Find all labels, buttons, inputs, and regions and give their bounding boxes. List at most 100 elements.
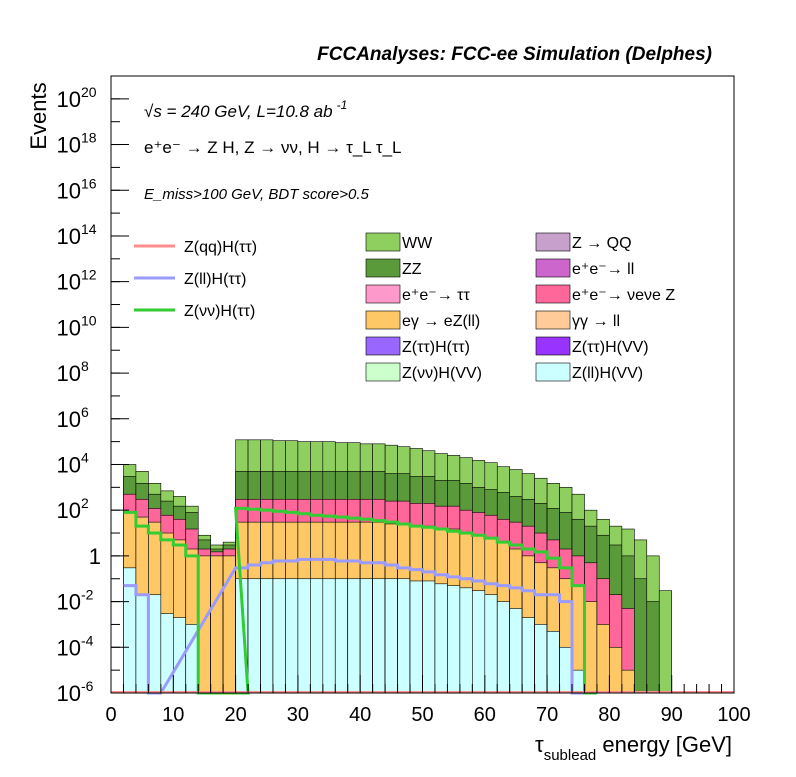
y-tick-label-10: 10: [57, 224, 81, 249]
legend-fill-swatch-7: [535, 310, 571, 330]
stack-bin-24-layer-4: [409, 580, 423, 694]
legend-fill-label-3: e⁺e⁻→ ll: [572, 261, 634, 278]
legend-fill-label-5: e⁺e⁻→ νeνe Z: [572, 287, 675, 304]
legend-fill-swatch-11: [535, 362, 571, 382]
legend-fill-swatch-0: [365, 232, 401, 252]
stack-bin-35-layer-4: [546, 631, 560, 694]
y-tick-exp-10: 14: [81, 221, 97, 237]
y-tick-label-12: 10: [57, 133, 81, 158]
y-tick-exp-1: -4: [81, 632, 94, 648]
stack-bin-29-layer-4: [472, 590, 486, 694]
y-tick-label-5: 10: [57, 452, 81, 477]
stack-bin-23-layer-4: [397, 578, 411, 694]
y-tick-label-2: 10: [57, 590, 81, 615]
stack-bin-15-layer-4: [297, 578, 311, 694]
chart-header: FCCAnalyses: FCC-ee Simulation (Delphes): [317, 44, 712, 65]
x-tick-label-7: 70: [536, 704, 558, 726]
stack-bin-26-layer-4: [434, 583, 448, 694]
legend-fill-label-6: eγ → eZ(ll): [402, 313, 480, 330]
stack-bin-12-layer-4: [260, 578, 274, 694]
y-tick-label-7: 10: [57, 361, 81, 386]
signal-zll-htautau: [123, 557, 585, 695]
annotation-block: √s = 240 GeV, L=10.8 ab -1 e⁺e⁻ → Z H, Z …: [144, 98, 401, 203]
x-tick-label-9: 90: [661, 704, 683, 726]
y-tick-exp-8: 10: [81, 312, 97, 328]
y-tick-label-6: 10: [57, 407, 81, 432]
legend-fill-swatch-9: [535, 336, 571, 356]
legend-signals: Z(qq)H(ττ) Z(ll)H(ττ) Z(νν)H(ττ): [134, 239, 257, 320]
x-tick-label-0: 0: [105, 704, 116, 726]
stack-bin-44-layer-0: [658, 590, 672, 694]
annotation-line2: e⁺e⁻ → Z H, Z → νν, H → τ_L τ_L: [144, 138, 401, 157]
stack-bin-31-layer-4: [496, 601, 511, 694]
y-tick-label-4: 10: [57, 498, 81, 523]
stack-bin-40-layer-3: [609, 646, 623, 694]
stack-bin-41-layer-3: [621, 669, 635, 694]
x-tick-label-5: 50: [411, 704, 433, 726]
legend-fill-label-10: Z(νν)H(VV): [402, 365, 482, 382]
stack-bin-18-layer-4: [334, 578, 349, 694]
y-tick-label-0: 10: [57, 681, 81, 706]
legend-line-label-1: Z(ll)H(ττ): [184, 271, 246, 288]
legend-fill-label-4: e⁺e⁻→ ττ: [402, 287, 470, 304]
stack-bin-38-layer-3: [584, 601, 598, 694]
stack-bin-13-layer-4: [272, 578, 286, 694]
stack-bin-32-layer-4: [509, 608, 523, 694]
y-tick-exp-6: 6: [81, 404, 89, 420]
x-axis: 0 10 20 30 40 50 60 70 80 90 100: [105, 675, 751, 726]
legend-fill-swatch-8: [365, 336, 401, 356]
y-tick-exp-2: -2: [81, 587, 94, 603]
stack-bin-20-layer-4: [359, 578, 373, 694]
legend-fill-label-11: Z(ll)H(VV): [572, 365, 643, 382]
legend-fill-swatch-1: [535, 232, 571, 252]
legend-fill-label-7: γγ → ll: [572, 313, 620, 330]
stack-bin-27-layer-4: [447, 585, 461, 694]
stack-bin-28-layer-4: [459, 587, 473, 694]
legend-fill-label-2: ZZ: [402, 261, 422, 278]
stack-bin-16-layer-4: [310, 578, 324, 694]
legend-line-label-2: Z(νν)H(ττ): [184, 303, 255, 320]
stack-bin-36-layer-4: [559, 646, 573, 694]
y-tick-label-9: 10: [57, 270, 81, 295]
x-tick-label-10: 100: [717, 704, 750, 726]
stack-bin-34-layer-4: [534, 624, 548, 694]
x-tick-label-1: 10: [162, 704, 184, 726]
y-tick-exp-12: 18: [81, 130, 97, 146]
stack-bin-43-layer-1: [646, 601, 660, 694]
x-axis-label: τsublead energy [GeV]: [535, 732, 732, 764]
y-tick-exp-11: 16: [81, 175, 97, 191]
x-tick-label-8: 80: [598, 704, 620, 726]
stack-bin-7-layer-3: [210, 555, 224, 694]
legend-fill-label-1: Z → QQ: [572, 235, 632, 252]
stack-bin-14-layer-4: [285, 578, 299, 694]
y-tick-label-1: 10: [57, 635, 81, 660]
annotation-line3: E_miss>100 GeV, BDT score>0.5: [144, 186, 369, 203]
stack-bin-2-layer-4: [148, 594, 162, 694]
stack-bin-11-layer-4: [247, 578, 261, 694]
y-tick-label-13: 10: [57, 87, 81, 112]
legend-fill-swatch-10: [365, 362, 401, 382]
stack-bin-22-layer-4: [384, 578, 398, 694]
x-tick-label-6: 60: [474, 704, 496, 726]
y-tick-exp-0: -6: [81, 678, 94, 694]
stack-bin-1-layer-4: [135, 594, 149, 694]
legend-fill-swatch-2: [365, 258, 401, 278]
stack-bin-21-layer-4: [372, 578, 386, 694]
stack-bin-19-layer-4: [347, 578, 361, 694]
legend-fill-label-8: Z(ττ)H(ττ): [402, 339, 470, 356]
legend-fill-label-9: Z(ττ)H(VV): [572, 339, 649, 356]
stack-bin-33-layer-4: [521, 617, 535, 694]
stack-bin-39-layer-3: [596, 624, 610, 694]
legend-fill-swatch-6: [365, 310, 401, 330]
y-tick-exp-7: 8: [81, 358, 89, 374]
y-tick-label-11: 10: [57, 178, 81, 203]
legend-fill-swatch-4: [365, 284, 401, 304]
x-tick-label-2: 20: [224, 704, 246, 726]
stack-bin-37-layer-4: [571, 669, 585, 694]
stack-bin-25-layer-4: [422, 580, 436, 694]
y-tick-exp-9: 12: [81, 267, 97, 283]
x-tick-label-3: 30: [287, 704, 309, 726]
stack-bin-42-layer-1: [634, 578, 648, 694]
